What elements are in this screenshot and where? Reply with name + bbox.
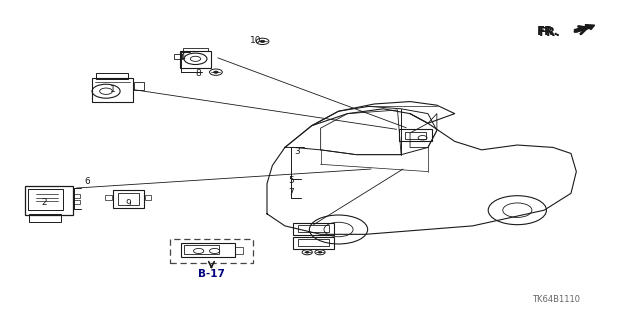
- Circle shape: [305, 251, 309, 253]
- Bar: [106, 196, 112, 200]
- Bar: [404, 132, 426, 139]
- Bar: [145, 196, 152, 200]
- Bar: [170, 239, 253, 263]
- Text: 2: 2: [42, 198, 47, 207]
- Bar: [113, 190, 144, 208]
- Bar: [29, 214, 61, 222]
- Bar: [97, 73, 129, 79]
- Bar: [179, 51, 211, 68]
- Circle shape: [318, 251, 322, 253]
- Text: 8: 8: [196, 69, 202, 78]
- Text: B-17: B-17: [198, 270, 225, 279]
- Bar: [28, 189, 63, 210]
- Bar: [25, 187, 72, 215]
- Text: 3: 3: [295, 147, 301, 156]
- Bar: [293, 237, 334, 249]
- Text: 9: 9: [125, 199, 131, 208]
- Text: FR.: FR.: [539, 26, 561, 39]
- Bar: [134, 83, 145, 90]
- Text: 1: 1: [109, 85, 115, 94]
- Bar: [174, 54, 182, 59]
- Circle shape: [214, 71, 218, 73]
- Text: 7: 7: [289, 188, 294, 197]
- Bar: [92, 78, 133, 101]
- Bar: [298, 239, 329, 246]
- Bar: [184, 245, 220, 254]
- FancyArrow shape: [574, 25, 595, 32]
- Bar: [298, 225, 329, 232]
- Text: 6: 6: [84, 177, 90, 186]
- Bar: [74, 194, 80, 198]
- Bar: [181, 243, 236, 257]
- Bar: [235, 247, 243, 254]
- Text: FR.: FR.: [537, 25, 559, 38]
- Bar: [183, 48, 207, 51]
- Bar: [293, 223, 334, 235]
- Circle shape: [260, 40, 265, 42]
- Bar: [74, 200, 80, 204]
- Text: TK64B1110: TK64B1110: [532, 295, 580, 304]
- Text: 10: 10: [250, 36, 262, 45]
- Bar: [399, 129, 431, 141]
- Bar: [118, 193, 140, 205]
- Text: 4: 4: [180, 53, 186, 62]
- Text: 5: 5: [289, 176, 294, 185]
